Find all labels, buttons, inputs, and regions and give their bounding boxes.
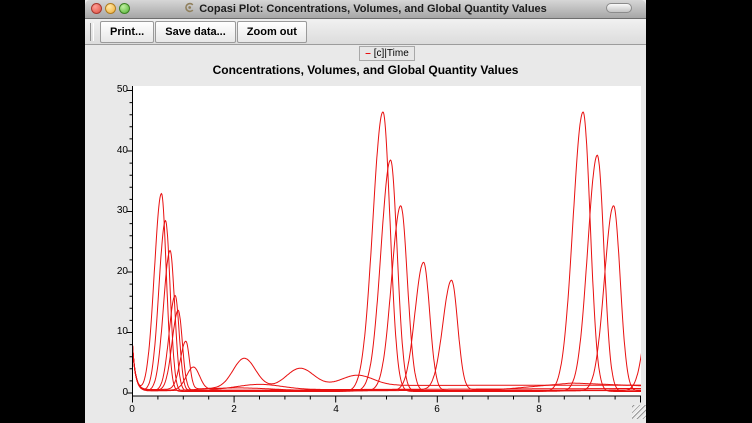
legend-line-marker: – — [365, 48, 371, 59]
zoom-out-button[interactable]: Zoom out — [236, 20, 307, 43]
minimize-button[interactable] — [105, 3, 116, 14]
legend-item[interactable]: – [c]|Time — [359, 46, 415, 61]
x-tick-label: 4 — [333, 404, 339, 415]
window-title: Copasi Plot: Concentrations, Volumes, an… — [199, 3, 547, 15]
close-button[interactable] — [91, 3, 102, 14]
window-title-row: Copasi Plot: Concentrations, Volumes, an… — [85, 0, 646, 18]
chart-canvas[interactable] — [133, 86, 641, 396]
zoom-button[interactable] — [119, 3, 130, 14]
save-data-button[interactable]: Save data... — [155, 20, 236, 43]
y-tick-label: 10 — [116, 326, 128, 337]
plot-legend-row: – [c]|Time — [133, 46, 641, 61]
y-tick-label: 50 — [116, 84, 128, 95]
y-tick-label: 30 — [116, 205, 128, 216]
x-tick-label: 0 — [129, 404, 135, 415]
x-tick-label: 2 — [231, 404, 237, 415]
x-tick-label: 6 — [434, 404, 440, 415]
chart-title: Concentrations, Volumes, and Global Quan… — [212, 63, 519, 77]
y-tick-label: 40 — [116, 145, 128, 156]
window-controls — [91, 3, 130, 14]
toolbar-toggle-button[interactable] — [606, 3, 632, 13]
resize-grip[interactable] — [632, 405, 646, 419]
print-button[interactable]: Print... — [100, 20, 155, 43]
legend-label: [c]|Time — [373, 48, 409, 59]
copasi-icon — [184, 2, 195, 16]
y-tick-label: 0 — [122, 387, 128, 398]
toolbar-drag-handle[interactable] — [90, 22, 94, 41]
toolbar: Print... Save data... Zoom out — [85, 19, 646, 45]
y-tick-label: 20 — [116, 266, 128, 277]
x-tick-label: 8 — [536, 404, 542, 415]
copasi-plot-window: Copasi Plot: Concentrations, Volumes, an… — [85, 0, 646, 423]
title-bar[interactable]: Copasi Plot: Concentrations, Volumes, an… — [85, 0, 646, 19]
curves-svg — [133, 111, 641, 392]
